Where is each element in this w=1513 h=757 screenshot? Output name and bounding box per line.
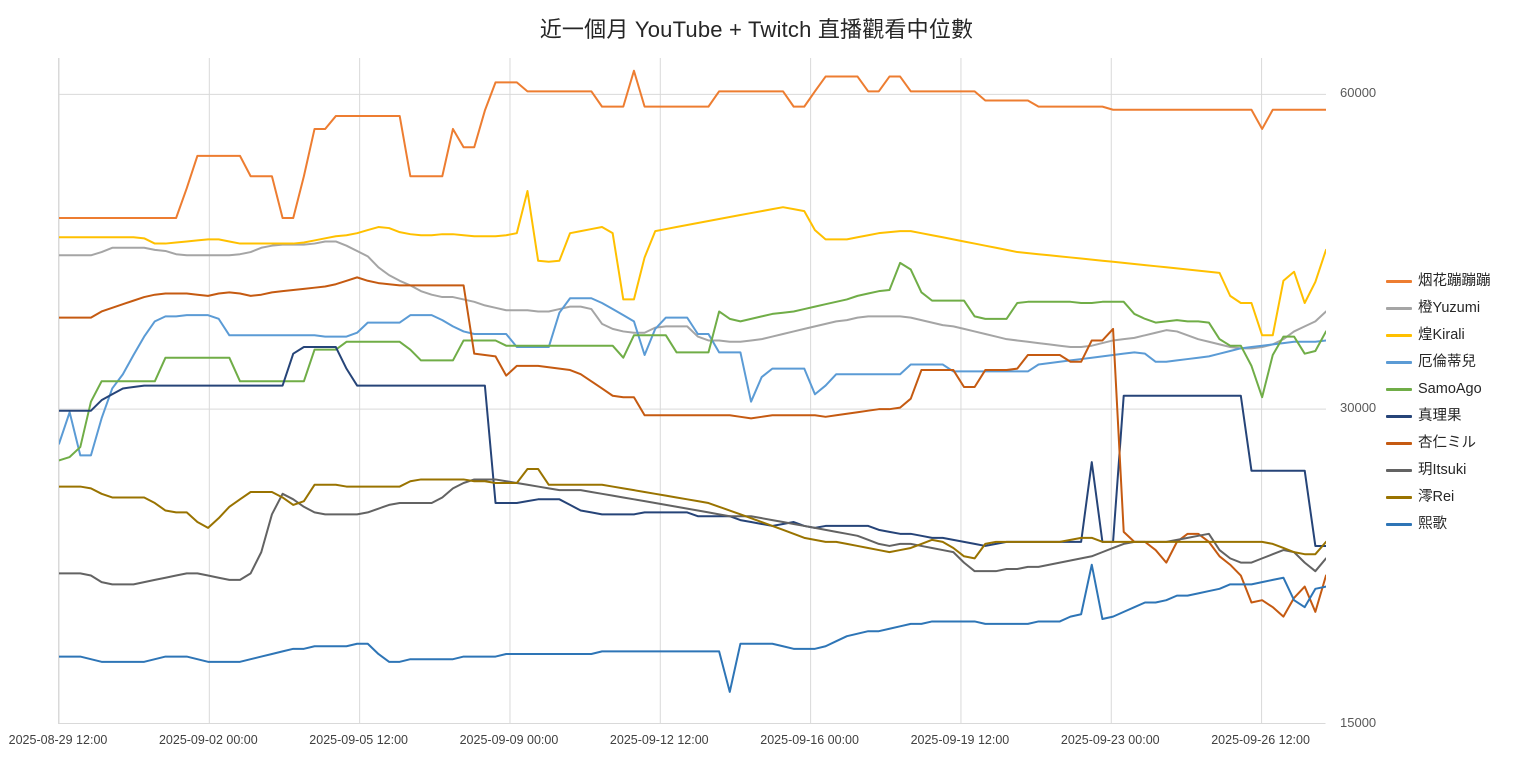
legend-swatch-icon xyxy=(1386,469,1412,472)
legend-swatch-icon xyxy=(1386,415,1412,418)
series-lines xyxy=(59,69,1326,693)
legend-item-1[interactable]: 橙Yuzumi xyxy=(1386,295,1511,322)
legend-swatch-icon xyxy=(1386,388,1412,391)
series-line-7 xyxy=(59,478,1326,586)
series-line-5 xyxy=(59,346,1326,547)
legend-swatch-icon xyxy=(1386,523,1412,526)
legend-label: 玥Itsuki xyxy=(1418,462,1467,479)
legend-item-4[interactable]: SamoAgo xyxy=(1386,376,1511,403)
legend-label: 煌Kirali xyxy=(1418,327,1465,344)
plot-svg xyxy=(59,58,1326,724)
chart-legend: 烟花蹦蹦蹦橙Yuzumi 煌Kirali 厄倫蒂兒 SamoAgo 真理果杏仁ミル玥It… xyxy=(1386,268,1511,538)
x-axis-tick-2: 2025-09-05 12:00 xyxy=(309,733,408,747)
y-axis-tick-2: 15000 xyxy=(1340,715,1377,730)
legend-label: 橙Yuzumi xyxy=(1418,300,1481,317)
x-axis-tick-1: 2025-09-02 00:00 xyxy=(158,733,258,747)
series-line-0 xyxy=(59,69,1326,220)
x-axis-tick-7: 2025-09-23 00:00 xyxy=(1060,733,1160,747)
y-axis-tick-0: 60000 xyxy=(1340,85,1377,101)
x-axis-tick-3: 2025-09-09 00:00 xyxy=(459,733,559,747)
series-line-8 xyxy=(59,467,1326,560)
series-line-6 xyxy=(59,276,1326,618)
legend-label: 烟花蹦蹦蹦 xyxy=(1418,273,1491,290)
legend-label: 澪Rei xyxy=(1418,489,1455,506)
legend-swatch-icon xyxy=(1386,334,1412,337)
series-line-1 xyxy=(59,240,1326,350)
legend-swatch-icon xyxy=(1386,442,1412,445)
legend-label: 真理果 xyxy=(1418,408,1462,425)
series-line-4 xyxy=(59,261,1326,462)
series-line-2 xyxy=(59,190,1326,337)
legend-item-7[interactable]: 玥Itsuki xyxy=(1386,457,1511,484)
chart-title: 近一個月 YouTube + Twitch 直播觀看中位數 xyxy=(539,17,974,42)
legend-swatch-icon xyxy=(1386,307,1412,310)
x-axis-tick-5: 2025-09-16 00:00 xyxy=(760,733,859,747)
x-axis-tick-0: 2025-08-29 12:00 xyxy=(8,733,108,747)
legend-item-8[interactable]: 澪Rei xyxy=(1386,484,1511,511)
legend-item-5[interactable]: 真理果 xyxy=(1386,403,1511,430)
legend-item-6[interactable]: 杏仁ミル xyxy=(1386,430,1511,457)
legend-label: 熙歌 xyxy=(1418,516,1447,533)
gridlines xyxy=(59,58,1326,724)
legend-swatch-icon xyxy=(1386,280,1412,283)
legend-label: SamoAgo xyxy=(1418,381,1482,398)
legend-item-2[interactable]: 煌Kirali xyxy=(1386,322,1511,349)
legend-item-0[interactable]: 烟花蹦蹦蹦 xyxy=(1386,268,1511,295)
legend-swatch-icon xyxy=(1386,361,1412,364)
legend-item-3[interactable]: 厄倫蒂兒 xyxy=(1386,349,1511,376)
legend-item-9[interactable]: 熙歌 xyxy=(1386,511,1511,538)
legend-label: 厄倫蒂兒 xyxy=(1418,354,1476,371)
series-line-9 xyxy=(59,563,1326,693)
legend-label: 杏仁ミル xyxy=(1418,435,1476,452)
x-axis-tick-4: 2025-09-12 12:00 xyxy=(609,733,709,747)
series-line-3 xyxy=(59,297,1326,457)
x-axis-tick-6: 2025-09-19 12:00 xyxy=(910,733,1010,747)
x-axis-tick-8: 2025-09-26 12:00 xyxy=(1211,733,1310,747)
y-axis-tick-1: 30000 xyxy=(1340,400,1377,416)
plot-area xyxy=(58,58,1326,724)
legend-swatch-icon xyxy=(1386,496,1412,499)
